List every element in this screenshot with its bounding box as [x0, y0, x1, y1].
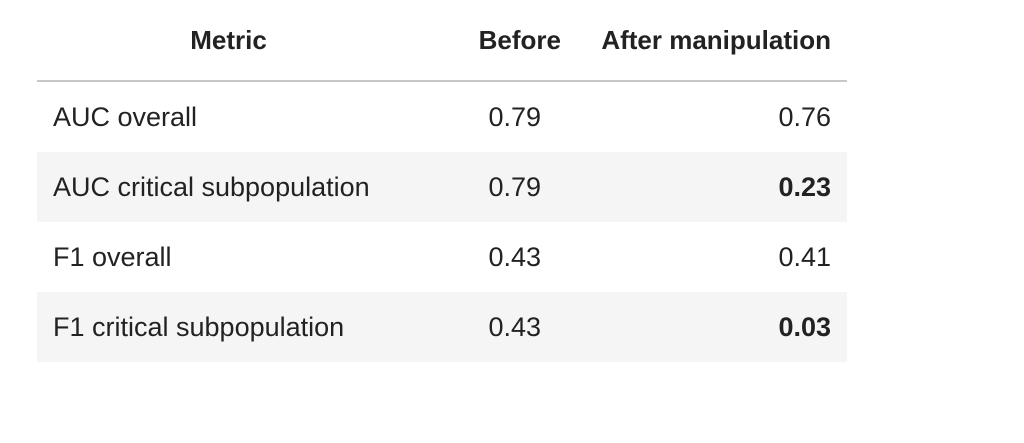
table-row: AUC critical subpopulation 0.79 0.23 [37, 152, 847, 222]
metric-cell: F1 critical subpopulation [37, 292, 420, 362]
header-cell: After manipulation [576, 0, 847, 82]
header-cell: Metric [37, 0, 420, 82]
value-cell: 0.79 [488, 101, 541, 132]
table-row: AUC overall 0.79 0.76 [37, 81, 847, 152]
value-cell: 0.41 [778, 241, 831, 272]
value-cell: 0.03 [576, 292, 847, 362]
header-cell: Before [420, 0, 576, 82]
value-cell: 0.43 [420, 292, 576, 362]
table-row: F1 critical subpopulation 0.43 0.03 [37, 292, 847, 362]
value-cell: 0.23 [576, 152, 847, 222]
value-cell: 0.79 [420, 152, 576, 222]
metric-cell: AUC critical subpopulation [37, 152, 420, 222]
value-cell: 0.43 [488, 241, 541, 272]
value-cell: 0.76 [778, 101, 831, 132]
results-table: Metric Before After manipulation AUC ove… [37, 0, 847, 362]
header-row: Metric Before After manipulation [37, 0, 847, 82]
table-row: F1 overall 0.43 0.41 [37, 222, 847, 292]
metric-cell: F1 overall [53, 241, 172, 272]
metric-cell: AUC overall [53, 101, 198, 132]
